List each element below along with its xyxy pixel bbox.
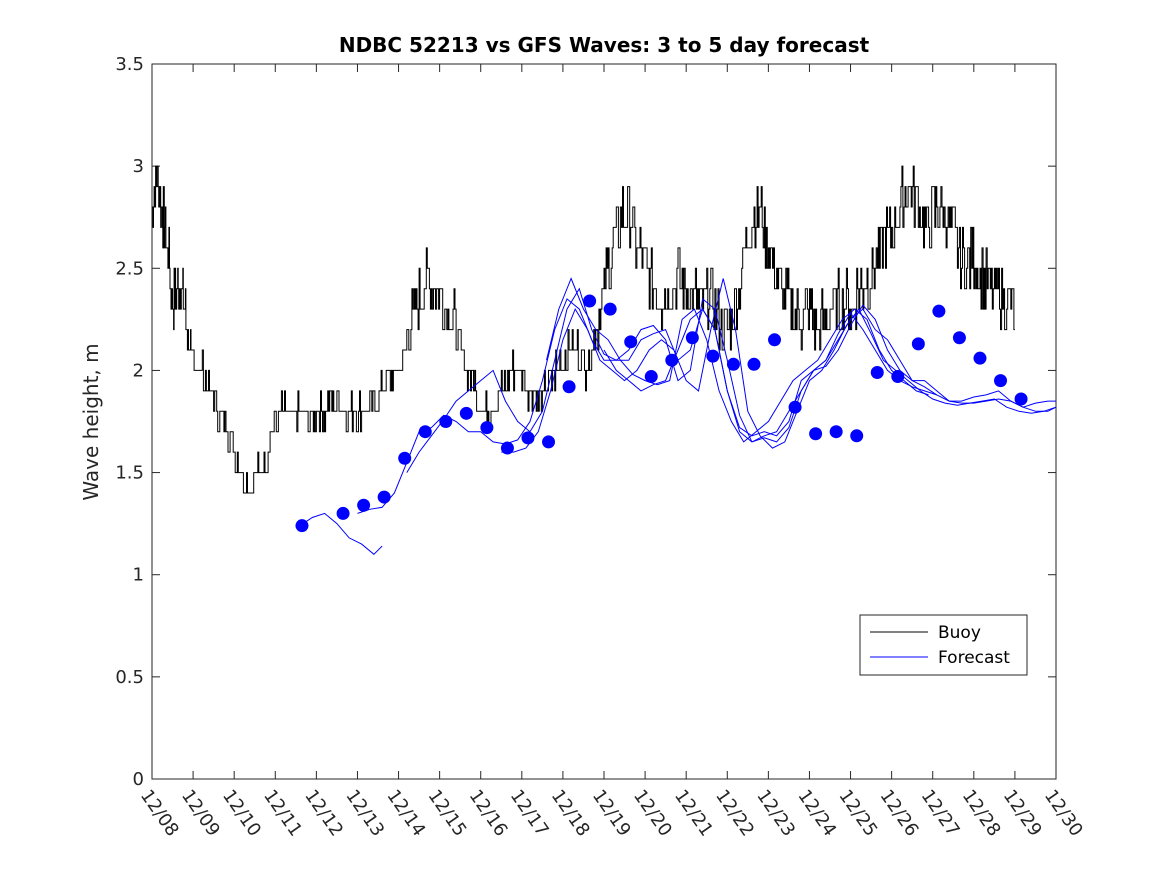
forecast-marker	[706, 349, 720, 363]
x-tick-label: 12/21	[670, 786, 717, 841]
x-tick-label: 12/11	[259, 786, 306, 841]
y-tick-label: 0	[133, 769, 144, 790]
legend-buoy-label: Buoy	[938, 623, 981, 643]
x-tick-label: 12/16	[465, 786, 512, 841]
x-tick-label: 12/08	[136, 786, 183, 841]
forecast-marker	[952, 331, 966, 345]
forecast-marker	[624, 335, 638, 349]
forecast-marker	[459, 406, 473, 420]
forecast-series-line-5	[546, 277, 929, 443]
forecast-series-line-3	[406, 287, 1057, 473]
y-tick-label: 3	[133, 156, 144, 177]
plot-area: 00.511.522.533.512/0812/0912/1012/1112/1…	[115, 54, 1087, 840]
y-axis-label: Wave height, m	[79, 343, 103, 500]
forecast-marker	[336, 506, 350, 520]
y-tick-label: 0.5	[115, 667, 144, 688]
forecast-marker	[911, 337, 925, 351]
forecast-marker	[809, 427, 823, 441]
forecast-marker	[932, 304, 946, 318]
forecast-marker	[644, 370, 658, 384]
forecast-series-line-4	[501, 278, 1057, 453]
forecast-marker	[726, 357, 740, 371]
legend: Buoy Forecast	[859, 614, 1028, 676]
forecast-marker	[542, 435, 556, 449]
forecast-marker	[870, 365, 884, 379]
x-tick-label: 12/17	[506, 786, 553, 841]
forecast-marker	[603, 302, 617, 316]
forecast-marker	[398, 451, 412, 465]
chart-title: NDBC 52213 vs GFS Waves: 3 to 5 day fore…	[339, 33, 870, 57]
forecast-marker	[850, 429, 864, 443]
forecast-series-line-6	[603, 308, 937, 443]
forecast-marker	[500, 441, 514, 455]
x-tick-label: 12/22	[711, 786, 758, 841]
forecast-marker	[891, 370, 905, 384]
forecast-marker	[665, 353, 679, 367]
forecast-marker	[768, 333, 782, 347]
forecast-layer	[299, 277, 1057, 555]
forecast-marker	[973, 351, 987, 365]
x-tick-label: 12/12	[300, 786, 347, 841]
forecast-marker	[1014, 392, 1028, 406]
x-tick-label: 12/19	[588, 786, 635, 841]
forecast-marker	[295, 519, 309, 533]
forecast-marker	[829, 425, 843, 439]
x-tick-label: 12/28	[958, 786, 1005, 841]
y-tick-label: 2	[133, 360, 144, 381]
x-tick-label: 12/27	[917, 786, 964, 841]
forecast-marker	[685, 331, 699, 345]
buoy-layer	[152, 165, 1015, 494]
forecast-series-line-1	[299, 512, 383, 555]
x-tick-label: 12/23	[752, 786, 799, 841]
x-tick-label: 12/10	[218, 786, 265, 841]
forecast-marker	[994, 374, 1008, 388]
y-tick-label: 1	[133, 565, 144, 586]
x-tick-label: 12/25	[834, 786, 881, 841]
forecast-marker	[439, 415, 453, 428]
y-tick-label: 2.5	[115, 258, 144, 279]
legend-forecast-label: Forecast	[938, 648, 1010, 668]
forecast-markers	[295, 294, 1028, 533]
x-tick-label: 12/24	[793, 786, 840, 841]
buoy-series-line	[152, 165, 1015, 494]
forecast-marker	[521, 431, 535, 445]
x-tick-label: 12/29	[999, 786, 1046, 841]
forecast-marker	[747, 357, 761, 371]
x-tick-label: 12/20	[629, 786, 676, 841]
x-tick-label: 12/15	[424, 786, 471, 841]
x-tick-label: 12/09	[177, 786, 224, 841]
y-tick-label: 3.5	[115, 54, 144, 75]
forecast-marker	[480, 421, 494, 435]
y-tick-label: 1.5	[115, 463, 144, 484]
x-tick-label: 12/13	[341, 786, 388, 841]
forecast-marker	[583, 294, 597, 308]
x-tick-label: 12/30	[1040, 786, 1087, 841]
forecast-marker	[377, 490, 391, 504]
forecast-marker	[418, 425, 432, 439]
x-tick-label: 12/26	[876, 786, 923, 841]
forecast-marker	[788, 400, 802, 414]
forecast-marker	[562, 380, 576, 394]
x-tick-label: 12/14	[382, 786, 429, 841]
forecast-marker	[357, 498, 371, 512]
legend-box	[859, 614, 1028, 676]
x-tick-label: 12/18	[547, 786, 594, 841]
